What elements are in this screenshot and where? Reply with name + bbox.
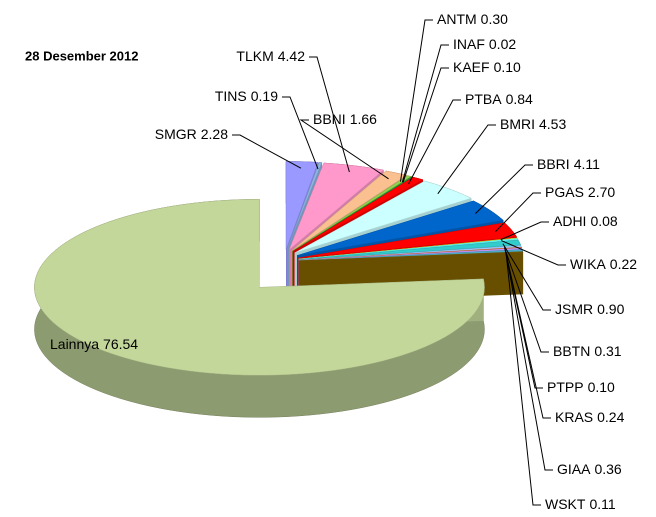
label-category: SMGR [155,126,197,142]
slice [298,238,519,260]
data-label: PTPP 0.10 [547,379,615,395]
label-value: 0.08 [590,213,617,229]
data-label: PGAS 2.70 [545,184,615,200]
label-category: TINS [215,88,247,104]
data-label: Lainnya 76.54 [50,336,138,352]
data-label: WIKA 0.22 [570,256,637,272]
data-label: KAEF 0.10 [453,59,521,75]
leader-line [495,192,541,233]
label-value: 2.70 [588,184,615,200]
slice [298,251,524,261]
leader-line [505,252,541,506]
label-value: 0.24 [597,409,624,425]
data-label: BBRI 4.11 [537,156,600,172]
label-value: 0.22 [610,256,637,272]
leader-line [505,251,553,471]
data-label: INAF 0.02 [453,36,516,52]
data-label: GIAA 0.36 [557,461,622,477]
data-label: BBTN 0.31 [553,343,622,359]
label-category: KRAS [555,409,593,425]
label-value: 4.42 [278,48,305,64]
data-label: PTBA 0.84 [465,91,533,107]
leader-line [501,240,566,266]
label-category: PGAS [545,184,584,200]
leader-line [503,247,549,353]
label-value: 0.10 [588,379,615,395]
leader-line [299,119,389,180]
leader-line [282,96,319,170]
label-value: 0.19 [251,88,278,104]
slice [291,170,408,252]
slice [34,199,485,376]
leader-line [399,19,433,182]
leader-line [232,134,302,169]
slice [298,239,521,260]
label-category: GIAA [557,461,591,477]
slice [294,180,472,254]
leader-line [437,124,496,195]
label-value: 76.54 [103,336,138,352]
slice-tops [34,161,524,376]
leader-line [475,164,533,214]
data-label: JSMR 0.90 [555,301,625,317]
label-category: WIKA [570,256,606,272]
slice [292,176,424,252]
slice [288,162,385,251]
label-value: 0.11 [589,496,615,512]
label-category: PTBA [465,91,502,107]
data-label: WSKT 0.11 [545,496,616,512]
label-category: BBNI [313,111,346,127]
leader-line [309,56,350,173]
leader-line [500,221,549,241]
slice [296,200,504,256]
label-category: BMRI [500,116,535,132]
leader-line [502,243,551,311]
label-value: 0.31 [594,343,621,359]
label-value: 0.30 [481,11,508,27]
data-label: KRAS 0.24 [555,409,625,425]
label-category: PTPP [547,379,584,395]
slice [285,161,319,250]
label-category: BBTN [553,343,590,359]
leader-line [408,99,461,185]
label-category: ANTM [437,11,477,27]
label-category: Lainnya [50,336,99,352]
data-label: BBNI 1.66 [313,111,377,127]
label-value: 0.10 [494,59,521,75]
leader-line [504,249,551,419]
label-value: 4.53 [539,116,566,132]
label-value: 0.90 [597,301,624,317]
label-value: 0.02 [489,36,516,52]
label-category: ADHI [553,213,586,229]
leader-line [402,67,449,183]
leader-line [401,44,449,183]
label-category: INAF [453,36,485,52]
label-value: 0.84 [506,91,533,107]
data-label: SMGR 2.28 [155,126,228,142]
data-label: ADHI 0.08 [553,213,618,229]
label-category: WSKT [545,496,586,512]
label-category: TLKM [236,48,273,64]
label-category: KAEF [453,59,490,75]
data-label: BMRI 4.53 [500,116,566,132]
label-value: 4.11 [574,156,600,172]
data-label: TLKM 4.42 [236,48,305,64]
label-value: 1.66 [350,111,377,127]
data-label: ANTM 0.30 [437,11,508,27]
slice [286,162,323,250]
label-category: BBRI [537,156,570,172]
label-category: JSMR [555,301,593,317]
chart-title: 28 Desember 2012 [25,48,138,63]
label-value: 2.28 [201,126,228,142]
label-value: 0.36 [594,461,621,477]
data-label: TINS 0.19 [215,88,278,104]
